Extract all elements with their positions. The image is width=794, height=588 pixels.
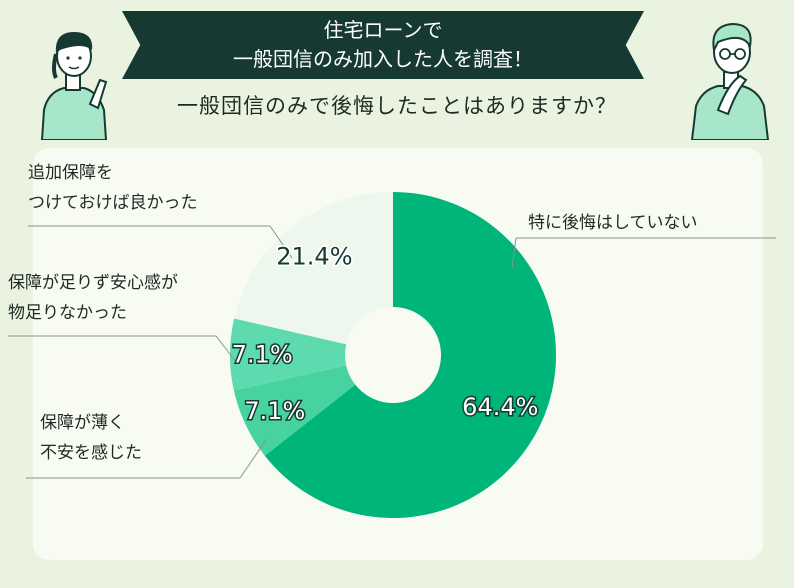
value-label: 7.1% bbox=[244, 397, 305, 425]
man-thinking-icon bbox=[690, 22, 770, 140]
woman-pointing-icon bbox=[40, 32, 108, 140]
category-label: 保障が足りず安心感が bbox=[8, 273, 178, 293]
title-banner: 住宅ローンで 一般団信のみ加入した人を調査！ bbox=[122, 11, 644, 79]
leader-line bbox=[215, 335, 237, 363]
value-label: 21.4% bbox=[276, 242, 352, 270]
banner-line-1: 住宅ローンで bbox=[323, 18, 443, 42]
slice-thin-coverage bbox=[233, 365, 356, 456]
category-label: 保障が薄く bbox=[40, 413, 125, 433]
category-label: 特に後悔はしていない bbox=[528, 213, 698, 233]
slice-no-regret bbox=[264, 192, 556, 518]
category-label: つけておけば良かった bbox=[28, 193, 198, 213]
value-label: 7.1% bbox=[232, 341, 293, 369]
leader-line bbox=[269, 225, 293, 259]
category-label: 物足りなかった bbox=[8, 303, 127, 323]
slice-extra-coverage bbox=[234, 192, 393, 345]
question-text: 一般団信のみで後悔したことはありますか？ bbox=[177, 94, 617, 118]
category-label: 追加保障を bbox=[28, 163, 113, 183]
category-label: 不安を感じた bbox=[40, 443, 142, 463]
leader-line bbox=[239, 439, 267, 479]
slice-not-enough bbox=[229, 318, 347, 391]
banner-line-2: 一般団信のみ加入した人を調査！ bbox=[233, 47, 533, 71]
value-label: 64.4% bbox=[462, 393, 538, 421]
leader-line bbox=[511, 237, 517, 269]
